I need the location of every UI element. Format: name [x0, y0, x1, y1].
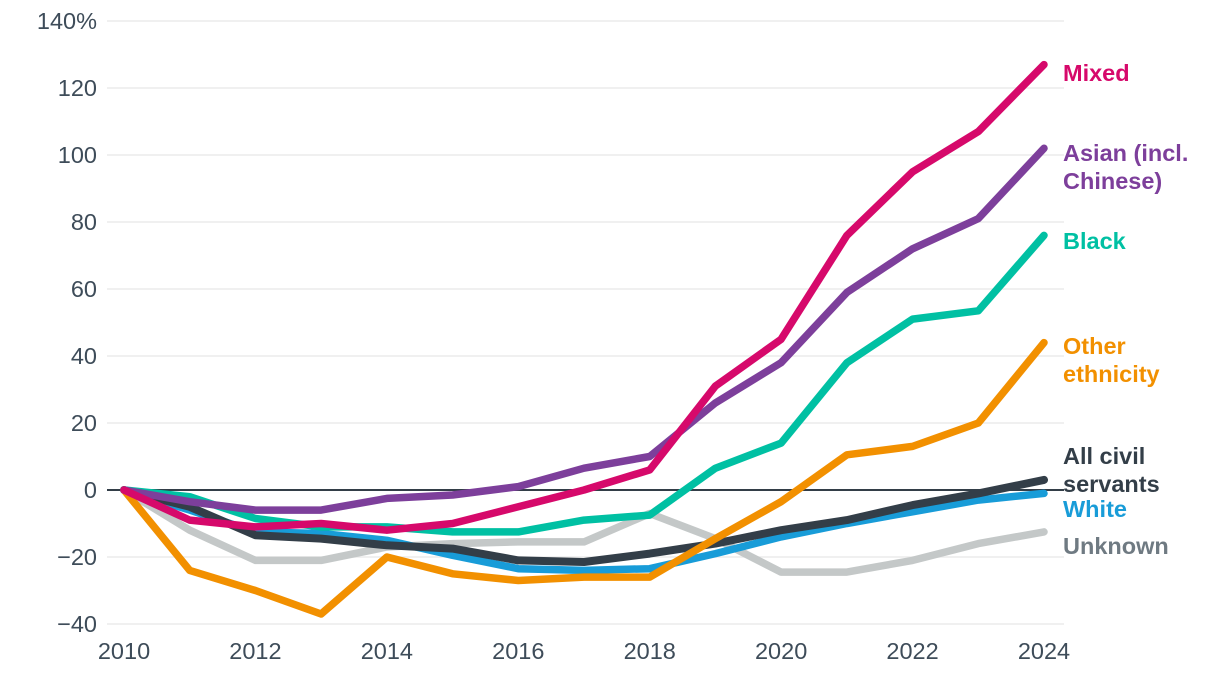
- x-axis-tick-label: 2020: [755, 638, 807, 664]
- y-axis-tick-label: 20: [71, 410, 97, 436]
- series-line-asian-incl-chinese-: [120, 144, 1048, 514]
- y-axis-tick-label: 0: [84, 477, 97, 503]
- x-axis-tick-label: 2010: [98, 638, 150, 664]
- y-axis-tick-label: 140%: [37, 8, 97, 34]
- x-axis-tick-label: 2022: [886, 638, 938, 664]
- y-axis-labels: 140% 120 100 80 60 40 20 0 −20 −40: [37, 8, 97, 637]
- series-line-all-civil-servants: [120, 475, 1048, 566]
- series-line-other-ethnicity: [120, 338, 1048, 618]
- y-axis-tick-label: 120: [58, 75, 97, 101]
- x-axis-labels: 2010 2012 2014 2016 2018 2020 2022 2024: [98, 638, 1070, 664]
- series-lines: [120, 60, 1048, 618]
- y-axis-tick-label: −40: [57, 611, 97, 637]
- y-axis-tick-label: 60: [71, 276, 97, 302]
- y-axis-tick-label: 100: [58, 142, 97, 168]
- y-axis-tick-label: 40: [71, 343, 97, 369]
- series-line-unknown: [120, 486, 1048, 576]
- x-axis-tick-label: 2016: [492, 638, 544, 664]
- x-axis-tick-label: 2014: [361, 638, 413, 664]
- series-line-black: [120, 231, 1048, 536]
- gridlines: [107, 20, 1064, 625]
- series-line-mixed: [120, 60, 1048, 534]
- x-axis-tick-label: 2018: [624, 638, 676, 664]
- x-axis-tick-label: 2012: [229, 638, 281, 664]
- y-axis-tick-label: −20: [57, 544, 97, 570]
- x-axis-tick-label: 2024: [1018, 638, 1070, 664]
- y-axis-tick-label: 80: [71, 209, 97, 235]
